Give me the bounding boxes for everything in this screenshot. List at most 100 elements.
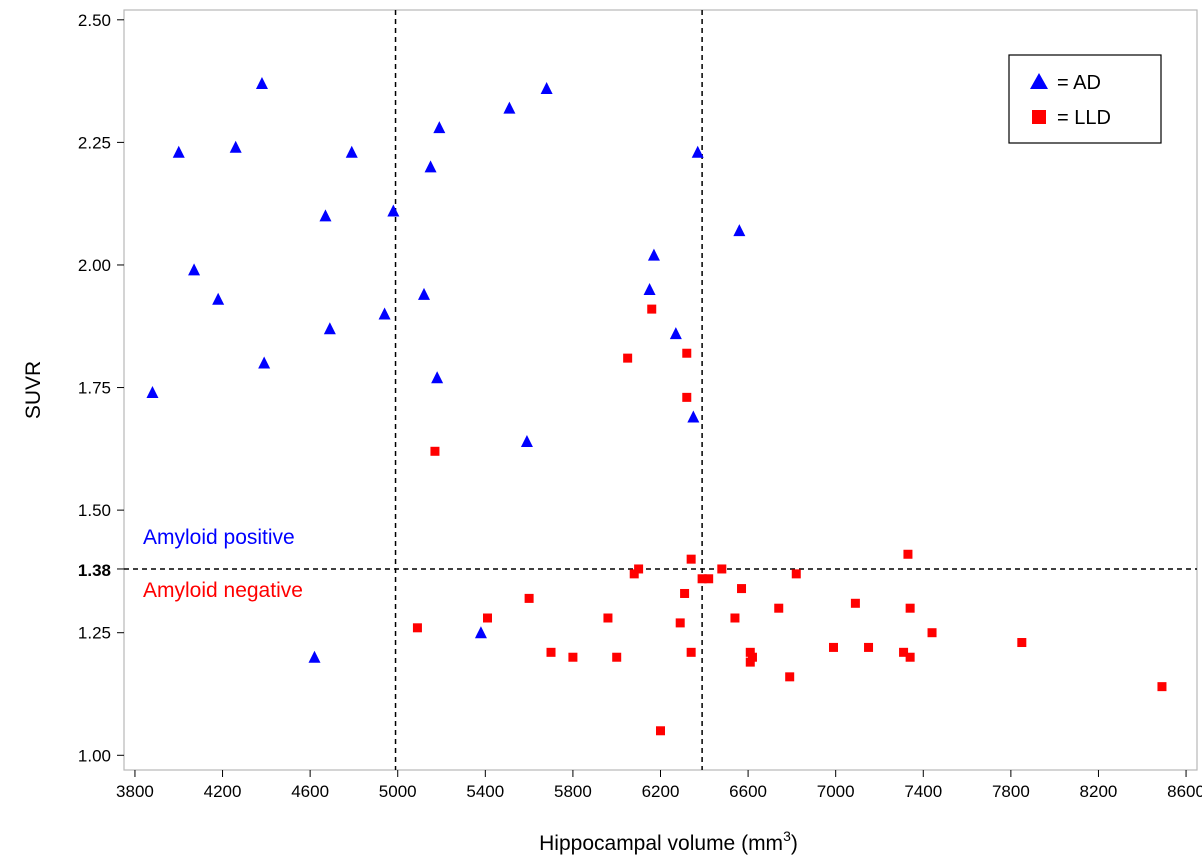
lld-point xyxy=(905,652,915,662)
x-axis-title: Hippocampal volume (mm3) xyxy=(539,828,798,855)
ad-point xyxy=(691,145,704,158)
ad-point xyxy=(503,101,516,114)
lld-point xyxy=(791,569,801,579)
ad-point xyxy=(433,121,446,134)
x-axis-title-close: ) xyxy=(791,832,798,855)
lld-point xyxy=(697,574,707,584)
y-axis-title: SUVR xyxy=(22,361,45,419)
ad-point xyxy=(669,327,682,340)
lld-point xyxy=(903,549,913,559)
lld-point xyxy=(745,657,755,667)
ad-point xyxy=(345,145,358,158)
x-tick-label: 7800 xyxy=(992,782,1030,801)
lld-point xyxy=(730,613,740,623)
x-tick-label: 8600 xyxy=(1167,782,1202,801)
lld-point xyxy=(682,392,692,402)
ad-point xyxy=(258,356,271,369)
lld-point xyxy=(737,584,747,594)
lld-point xyxy=(568,652,578,662)
lld-point xyxy=(629,569,639,579)
ad-point xyxy=(431,371,444,384)
lld-point xyxy=(656,726,665,736)
lld-point xyxy=(612,652,622,662)
lld-point xyxy=(634,564,644,574)
legend-box xyxy=(1008,54,1162,144)
x-tick-label: 4200 xyxy=(204,782,242,801)
ad-point xyxy=(323,322,336,335)
labels-layer: Hippocampal volume (mm3) SUVR Amyloid posi… xyxy=(22,361,798,855)
ad-point xyxy=(308,650,321,663)
x-tick-label: 7000 xyxy=(817,782,855,801)
x-tick-label: 7400 xyxy=(904,782,942,801)
legend-label: = AD xyxy=(1057,72,1101,94)
lld-point xyxy=(850,598,860,608)
ad-point xyxy=(647,248,660,261)
lld-point xyxy=(682,348,692,358)
y-tick-label: 2.00 xyxy=(78,256,111,275)
lld-point xyxy=(899,647,909,657)
ad-point xyxy=(540,81,553,94)
y-tick-label: 2.25 xyxy=(78,133,111,152)
reference-lines-layer xyxy=(124,10,1197,770)
lld-point xyxy=(546,647,556,657)
lld-point xyxy=(412,623,422,633)
ad-point xyxy=(520,434,533,447)
amyloid-positive-label: Amyloid positive xyxy=(143,526,295,549)
ad-point xyxy=(319,209,332,222)
x-tick-label: 5000 xyxy=(379,782,417,801)
x-tick-label: 6600 xyxy=(729,782,767,801)
x-tick-label: 3800 xyxy=(116,782,154,801)
lld-point xyxy=(647,304,657,314)
lld-point xyxy=(524,593,534,603)
ad-point xyxy=(418,287,431,300)
x-tick-label: 4600 xyxy=(291,782,329,801)
points-layer xyxy=(146,77,1167,736)
lld-point xyxy=(774,603,784,613)
ad-point xyxy=(188,263,201,276)
lld-point xyxy=(1017,638,1027,648)
x-tick-label: 6200 xyxy=(642,782,680,801)
lld-point xyxy=(675,618,685,628)
ad-point xyxy=(212,292,225,305)
lld-point xyxy=(623,353,633,363)
y-tick-label: 1.00 xyxy=(78,746,111,765)
legend-triangle-icon xyxy=(1030,73,1048,89)
lld-point xyxy=(745,647,755,657)
y-tick-label: 1.25 xyxy=(78,624,111,643)
ad-point xyxy=(687,410,700,423)
ad-point xyxy=(172,145,185,158)
lld-point xyxy=(686,554,696,564)
lld-point xyxy=(905,603,915,613)
lld-point xyxy=(680,588,690,598)
legend-label: = LLD xyxy=(1057,107,1111,129)
ad-point xyxy=(733,224,746,237)
x-tick-label: 8200 xyxy=(1080,782,1118,801)
legend: = AD = LLD xyxy=(1008,54,1162,144)
amyloid-negative-label: Amyloid negative xyxy=(143,579,303,602)
y-tick-label: 2.50 xyxy=(78,11,111,30)
ad-point xyxy=(146,385,159,398)
ad-point xyxy=(229,140,242,153)
lld-point xyxy=(686,647,696,657)
x-axis-title-main: Hippocampal volume (mm xyxy=(539,832,783,855)
lld-point xyxy=(927,628,937,638)
threshold-tick-label: 1.38 xyxy=(78,561,111,580)
ad-point xyxy=(255,77,268,90)
ad-point xyxy=(474,626,487,639)
lld-point xyxy=(483,613,493,623)
lld-point xyxy=(1157,682,1167,692)
ad-point xyxy=(387,204,400,217)
lld-point xyxy=(747,652,757,662)
lld-point xyxy=(785,672,795,682)
y-tick-label: 1.75 xyxy=(78,379,111,398)
ad-point xyxy=(643,282,656,295)
ad-point xyxy=(378,307,391,320)
x-axis-title-superscript: 3 xyxy=(783,828,791,844)
ad-point xyxy=(424,160,437,173)
lld-point xyxy=(603,613,613,623)
y-tick-label: 1.50 xyxy=(78,501,111,520)
x-tick-label: 5400 xyxy=(466,782,504,801)
x-tick-label: 5800 xyxy=(554,782,592,801)
